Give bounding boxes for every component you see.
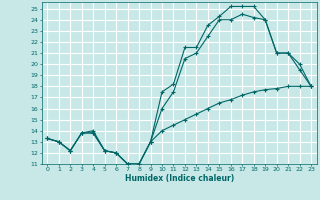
X-axis label: Humidex (Indice chaleur): Humidex (Indice chaleur)	[124, 174, 234, 183]
